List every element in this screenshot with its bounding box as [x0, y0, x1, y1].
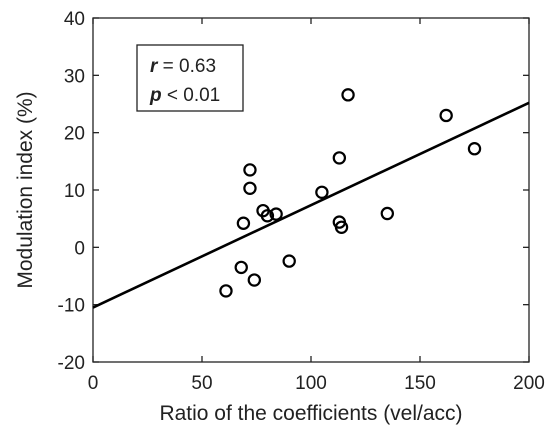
- y-tick-label: -10: [58, 296, 85, 317]
- data-point: [439, 108, 453, 123]
- data-point: [243, 181, 257, 195]
- p-annotation: p < 0.01: [149, 85, 220, 106]
- regression-line: [92, 101, 530, 309]
- x-tick-label: 100: [295, 373, 327, 394]
- data-points: [219, 88, 482, 298]
- data-point: [315, 185, 329, 199]
- y-tick-label: 20: [64, 124, 85, 145]
- y-tick-label: 10: [64, 181, 85, 202]
- data-point: [467, 142, 482, 156]
- y-axis-label: Modulation index (%): [14, 91, 37, 288]
- data-point: [234, 260, 248, 275]
- axis-ticks: 0 50 100 150 200 -20 -10 0 10 20 30 40: [58, 9, 545, 394]
- p-value: < 0.01: [162, 85, 221, 106]
- x-tick-label: 0: [88, 373, 99, 394]
- p-symbol: p: [149, 85, 162, 106]
- y-tick-label: 40: [64, 9, 85, 30]
- r-value: = 0.63: [157, 56, 216, 77]
- data-point: [380, 206, 394, 221]
- y-tick-label: 30: [64, 66, 85, 87]
- data-point: [269, 207, 283, 221]
- y-tick-label: 0: [74, 238, 85, 259]
- data-point: [243, 163, 257, 177]
- data-point: [247, 273, 262, 287]
- r-symbol: r: [150, 56, 159, 77]
- x-tick-label: 50: [191, 373, 212, 394]
- data-point: [219, 284, 233, 298]
- x-tick-label: 200: [513, 373, 545, 394]
- data-point: [334, 220, 349, 234]
- data-point: [236, 216, 251, 230]
- data-point: [341, 88, 355, 102]
- r-annotation: r = 0.63: [150, 56, 216, 77]
- x-tick-label: 150: [404, 373, 436, 394]
- x-axis-label: Ratio of the coefficients (vel/acc): [159, 402, 462, 425]
- data-point: [282, 254, 296, 268]
- stats-box: [136, 44, 244, 112]
- y-tick-label: -20: [58, 353, 85, 374]
- data-point: [260, 209, 275, 223]
- data-point: [332, 151, 347, 165]
